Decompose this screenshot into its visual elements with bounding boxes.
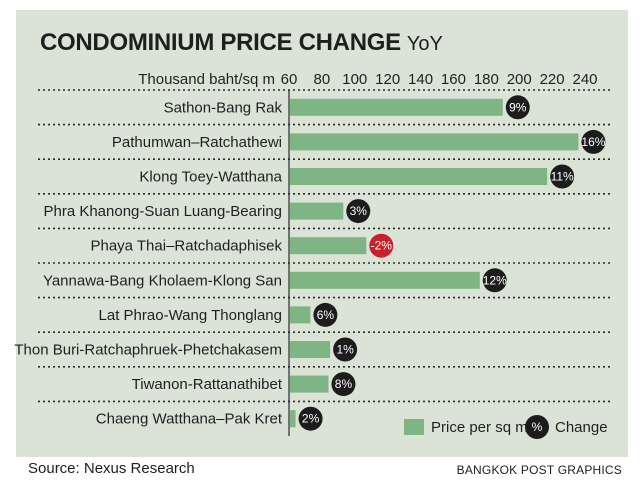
category-label: Phaya Thai–Ratchadaphisek [90, 238, 282, 255]
chart-title-subtitle: YoY [407, 33, 443, 55]
change-badge-label: 16% [581, 135, 605, 149]
legend: Price per sq m % Change [404, 415, 608, 439]
change-badge-label: 1% [336, 343, 354, 357]
change-badge [482, 268, 507, 293]
change-badge [369, 233, 394, 258]
change-badge-label: 12% [483, 273, 507, 287]
change-badge-label: 11% [551, 170, 574, 184]
x-tick-label: 120 [375, 71, 400, 88]
change-badge [298, 406, 323, 431]
bar-rows: Sathon-Bang Rak 9% Pathumwan–Ratchathewi 16… [14, 95, 606, 431]
x-axis-label: Thousand baht/sq m [138, 71, 275, 88]
row-separators [38, 89, 612, 403]
legend-bar-swatch [404, 419, 424, 435]
category-label: Thon Buri-Ratchaphruek-Phetchakasem [14, 342, 282, 359]
price-bar [290, 237, 367, 255]
x-tick-label: 240 [572, 71, 597, 88]
legend-badge-icon [525, 415, 549, 439]
category-label: Klong Toey-Watthana [139, 169, 282, 186]
price-bar [290, 410, 296, 428]
price-bar [290, 98, 503, 116]
price-bar [290, 306, 311, 324]
category-label: Tiwanon-Rattanathibet [132, 376, 283, 393]
change-badge [331, 372, 356, 397]
change-badge [505, 95, 530, 120]
legend-badge-symbol: % [532, 420, 543, 434]
change-badge [581, 129, 606, 154]
x-tick-label: 80 [314, 71, 331, 88]
x-tick-label: 200 [507, 71, 532, 88]
change-badge-label: 9% [509, 100, 527, 114]
chart-title-main: CONDOMINIUM PRICE CHANGE [40, 29, 401, 56]
legend-badge-label: Change [555, 419, 608, 436]
x-tick-label: 100 [342, 71, 367, 88]
x-axis-ticks: 60 80 100 120 140 160 180 200 220 240 [281, 71, 598, 88]
change-badge-label: 3% [350, 204, 368, 218]
category-label: Yannawa-Bang Kholaem-Klong San [43, 272, 282, 289]
source-note: Source: Nexus Research [28, 460, 195, 477]
change-badge-label: 6% [317, 308, 335, 322]
x-tick-label: 220 [540, 71, 565, 88]
graphics-credit: BANGKOK POST GRAPHICS [456, 463, 622, 477]
category-label: Chaeng Watthana–Pak Kret [96, 411, 283, 428]
x-tick-label: 180 [474, 71, 499, 88]
category-label: Lat Phrao-Wang Thonglang [99, 307, 282, 324]
price-bar [290, 168, 548, 185]
change-badge [550, 164, 575, 189]
price-bar [290, 202, 344, 220]
change-badge-label: 2% [302, 412, 320, 426]
change-badge [346, 199, 371, 224]
chart-title: CONDOMINIUM PRICE CHANGE YoY [40, 29, 443, 56]
change-badge [333, 337, 358, 362]
price-bar [290, 375, 329, 393]
legend-bar-label: Price per sq m [431, 419, 528, 436]
price-bar [290, 341, 331, 358]
x-tick-label: 60 [281, 71, 298, 88]
price-bar [290, 271, 480, 289]
change-badge [313, 302, 338, 327]
change-badge-label: -2% [371, 239, 393, 253]
change-badge-label: 8% [335, 377, 353, 391]
category-label: Phra Khanong-Suan Luang-Bearing [43, 203, 282, 220]
category-label: Pathumwan–Ratchathewi [112, 134, 282, 151]
x-tick-label: 160 [441, 71, 466, 88]
category-label: Sathon-Bang Rak [164, 99, 283, 116]
price-bar [290, 133, 579, 151]
x-tick-label: 140 [408, 71, 433, 88]
